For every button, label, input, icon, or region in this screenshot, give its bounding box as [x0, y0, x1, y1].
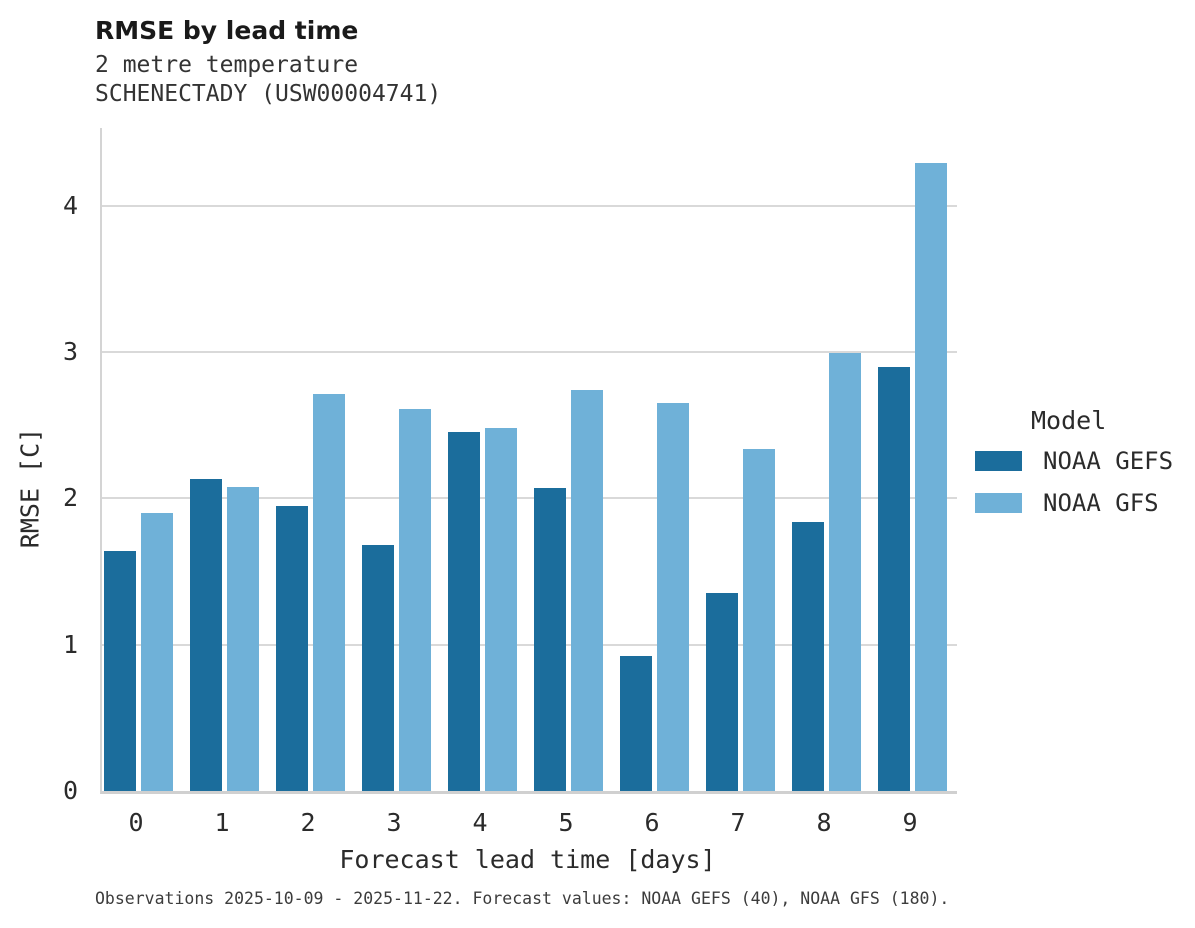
y-tick-label-2: 2	[62, 483, 78, 513]
y-tick-label-0: 0	[62, 776, 78, 805]
chart-subtitle-station: SCHENECTADY (USW00004741)	[95, 81, 442, 107]
gridline-y-2	[102, 497, 957, 500]
bar-noaa-gefs-lead-2	[275, 505, 308, 791]
bar-noaa-gfs-lead-3	[398, 409, 431, 791]
legend-entry-noaa-gefs: NOAA GEFS	[975, 447, 1188, 475]
x-tick-label-4: 4	[472, 808, 488, 837]
x-tick-label-8: 8	[816, 808, 832, 837]
x-tick-label-0: 0	[128, 808, 144, 837]
bar-noaa-gefs-lead-0	[103, 550, 136, 791]
legend-entry-noaa-gfs: NOAA GFS	[975, 489, 1188, 517]
chart-subtitle-variable: 2 metre temperature	[95, 52, 359, 78]
gridline-y-1	[102, 643, 957, 646]
legend-label-noaa-gefs: NOAA GEFS	[1043, 447, 1174, 475]
legend-swatch-noaa-gfs	[975, 493, 1022, 513]
x-tick-label-9: 9	[902, 808, 918, 837]
plot-area	[100, 128, 957, 794]
gridline-y-3	[102, 350, 957, 353]
x-tick-label-7: 7	[730, 808, 746, 837]
bar-noaa-gfs-lead-8	[828, 353, 861, 791]
gridline-y-4	[102, 204, 957, 207]
y-tick-label-4: 4	[62, 190, 78, 220]
y-tick-label-1: 1	[62, 629, 78, 659]
bar-noaa-gefs-lead-9	[877, 366, 910, 791]
bar-noaa-gfs-lead-5	[570, 389, 603, 791]
chart-title: RMSE by lead time	[95, 16, 359, 45]
y-tick-label-3: 3	[62, 336, 78, 366]
bar-noaa-gfs-lead-2	[312, 394, 345, 791]
bar-noaa-gefs-lead-6	[619, 656, 652, 791]
bar-noaa-gefs-lead-8	[791, 521, 824, 791]
x-tick-label-2: 2	[300, 808, 316, 837]
x-axis-title: Forecast lead time [days]	[339, 845, 716, 874]
footer-caption: Observations 2025-10-09 - 2025-11-22. Fo…	[95, 889, 950, 908]
bar-noaa-gefs-lead-5	[533, 488, 566, 791]
bar-noaa-gefs-lead-4	[447, 432, 480, 791]
bar-noaa-gefs-lead-1	[189, 479, 222, 791]
bar-noaa-gfs-lead-1	[226, 486, 259, 791]
bar-noaa-gfs-lead-6	[656, 403, 689, 791]
bar-noaa-gfs-lead-9	[914, 163, 947, 791]
bar-noaa-gfs-lead-0	[140, 512, 173, 791]
legend: Model NOAA GEFS NOAA GFS	[963, 406, 1188, 531]
x-tick-label-1: 1	[214, 808, 230, 837]
bar-noaa-gefs-lead-7	[705, 593, 738, 791]
legend-swatch-noaa-gefs	[975, 451, 1022, 471]
x-tick-label-5: 5	[558, 808, 574, 837]
bar-noaa-gfs-lead-4	[484, 428, 517, 791]
legend-label-noaa-gfs: NOAA GFS	[1043, 489, 1159, 517]
x-tick-label-3: 3	[386, 808, 402, 837]
bar-noaa-gefs-lead-3	[361, 545, 394, 791]
bar-noaa-gfs-lead-7	[742, 448, 775, 791]
legend-title: Model	[1031, 406, 1107, 435]
x-tick-label-6: 6	[644, 808, 660, 837]
